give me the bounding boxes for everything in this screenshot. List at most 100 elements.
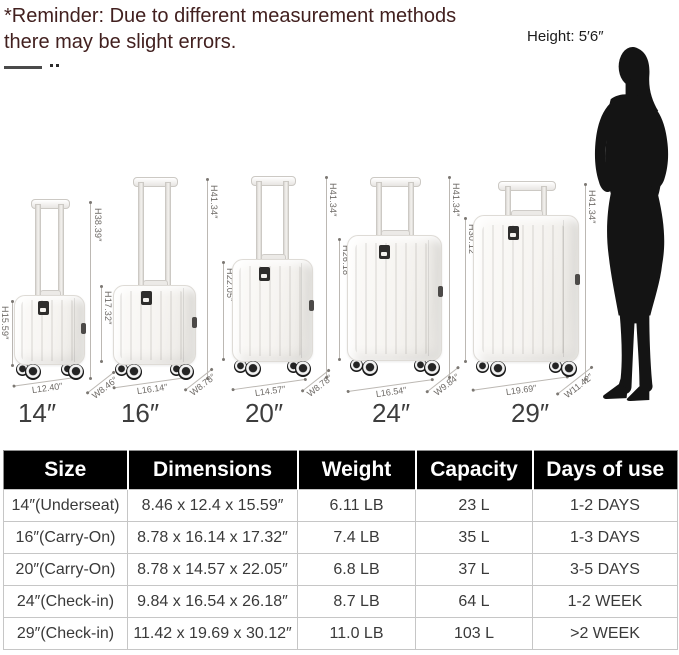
table-cell: >2 WEEK — [532, 617, 678, 650]
legend-dots — [50, 64, 53, 67]
model-height-label: Height: 5′6″ — [527, 28, 604, 45]
dim-height-label: H15.59″ — [0, 306, 10, 340]
dim-height-label: H17.32″ — [103, 291, 113, 325]
table-row: 24″(Check-in) 9.84 x 16.54 x 26.18″ 8.7 LB… — [3, 585, 678, 618]
dim-line — [448, 176, 451, 379]
table-cell: 7.4 LB — [297, 521, 416, 554]
table-header-row: Size Dimensions Weight Capacity Days of use — [3, 450, 678, 490]
suitcase-shell — [232, 259, 314, 362]
wheel — [295, 361, 312, 377]
dim-ext-height-label: H38.39″ — [93, 208, 103, 242]
wheel — [126, 364, 143, 380]
table-cell: 23 L — [415, 489, 533, 522]
table-cell: 37 L — [415, 553, 533, 586]
column-header: Capacity — [414, 450, 533, 490]
brand-logo — [259, 267, 271, 282]
suitcase-shell — [113, 285, 197, 365]
tsa-lock — [81, 323, 86, 335]
wheel — [67, 364, 84, 380]
table-cell: 16″(Carry-On) — [3, 521, 128, 554]
table-cell: 1-2 DAYS — [532, 489, 678, 522]
dim-line — [464, 217, 467, 363]
wheel — [25, 364, 42, 380]
tsa-lock — [575, 274, 580, 285]
table-cell: 24″(Check-in) — [3, 585, 128, 618]
wheel — [178, 364, 195, 380]
spec-table: Size Dimensions Weight Capacity Days of use … — [3, 450, 678, 650]
telescopic-handle-bar — [132, 177, 179, 187]
table-cell: 6.11 LB — [297, 489, 416, 522]
table-row: 20″(Carry-On) 8.78 x 14.57 x 22.05″ 6.8 LB… — [3, 553, 678, 586]
dim-ext-height-label: H41.34″ — [209, 185, 219, 219]
table-cell: 103 L — [415, 617, 533, 650]
size-label-29: 29″ — [510, 398, 550, 428]
reminder-line1: *Reminder: Due to different measurement … — [4, 5, 457, 27]
table-cell: 8.7 LB — [297, 585, 416, 618]
dim-line — [11, 300, 14, 367]
wheel — [244, 361, 261, 377]
size-label-24: 24″ — [371, 398, 411, 428]
telescopic-handle-bar — [498, 181, 556, 191]
dim-line — [584, 183, 587, 381]
suitcase-shell — [347, 235, 443, 361]
tsa-lock — [438, 285, 443, 297]
wheel — [560, 361, 577, 377]
table-cell: 3-5 DAYS — [532, 553, 678, 586]
column-header: Size — [3, 450, 128, 490]
size-label-14: 14″ — [17, 398, 57, 428]
woman-silhouette — [594, 46, 669, 402]
dim-length: L16.14″ — [114, 376, 190, 400]
table-row: 29″(Check-in) 11.42 x 19.69 x 30.12″ 11.0 … — [3, 617, 678, 650]
dim-line — [89, 201, 92, 380]
brand-logo — [378, 244, 390, 259]
suitcase-14 — [14, 199, 86, 380]
suitcase-29 — [473, 181, 580, 377]
wheel — [362, 360, 379, 376]
table-cell: 14″(Underseat) — [3, 489, 128, 522]
suitcase-shell — [473, 215, 580, 362]
table-cell: 11.0 LB — [297, 617, 416, 650]
handle-pole — [137, 182, 144, 297]
table-cell: 8.78 x 14.57 x 22.05″ — [127, 553, 298, 586]
dim-line — [338, 238, 341, 361]
dim-ext-height-label: H41.34″ — [587, 190, 597, 224]
table-cell: 20″(Carry-On) — [3, 553, 128, 586]
dim-ext-height-label: H41.34″ — [328, 183, 338, 217]
table-cell: 11.42 x 19.69 x 30.12″ — [127, 617, 298, 650]
table-cell: 1-2 WEEK — [532, 585, 678, 618]
brand-logo — [37, 300, 49, 315]
suitcase-shell — [14, 295, 86, 365]
dim-ext-height-label: H41.34″ — [451, 183, 461, 217]
suitcase-20 — [232, 176, 314, 377]
telescopic-handle-bar — [369, 177, 422, 187]
telescopic-handle-bar — [251, 176, 296, 186]
wheel — [413, 359, 427, 372]
wheel — [234, 360, 248, 373]
table-cell: 6.8 LB — [297, 553, 416, 586]
table-row: 16″(Carry-On) 8.78 x 16.14 x 17.32″ 7.4 LB… — [3, 521, 678, 554]
table-cell: 9.84 x 16.54 x 26.18″ — [127, 585, 298, 618]
wheel — [115, 363, 129, 376]
size-label-16: 16″ — [120, 398, 160, 428]
legend-dash — [4, 66, 42, 69]
column-header: Weight — [296, 450, 416, 490]
telescopic-handle-bar — [31, 199, 70, 209]
table-cell: 29″(Check-in) — [3, 617, 128, 650]
column-header: Days of use — [531, 450, 678, 490]
wheel — [424, 360, 441, 376]
dim-line — [100, 285, 103, 363]
dim-line — [222, 261, 225, 361]
table-cell: 35 L — [415, 521, 533, 554]
reminder-line2: there may be slight errors. — [4, 31, 237, 53]
tsa-lock — [192, 317, 197, 329]
wheel — [489, 361, 506, 377]
dim-line — [325, 176, 328, 379]
dim-line — [206, 178, 209, 380]
size-label-20: 20″ — [244, 398, 284, 428]
table-cell: 64 L — [415, 585, 533, 618]
table-row: 14″(Underseat) 8.46 x 12.4 x 15.59″ 6.11 L… — [3, 489, 678, 522]
suitcase-16 — [113, 177, 197, 380]
tsa-lock — [309, 300, 314, 312]
brand-logo — [140, 291, 152, 306]
